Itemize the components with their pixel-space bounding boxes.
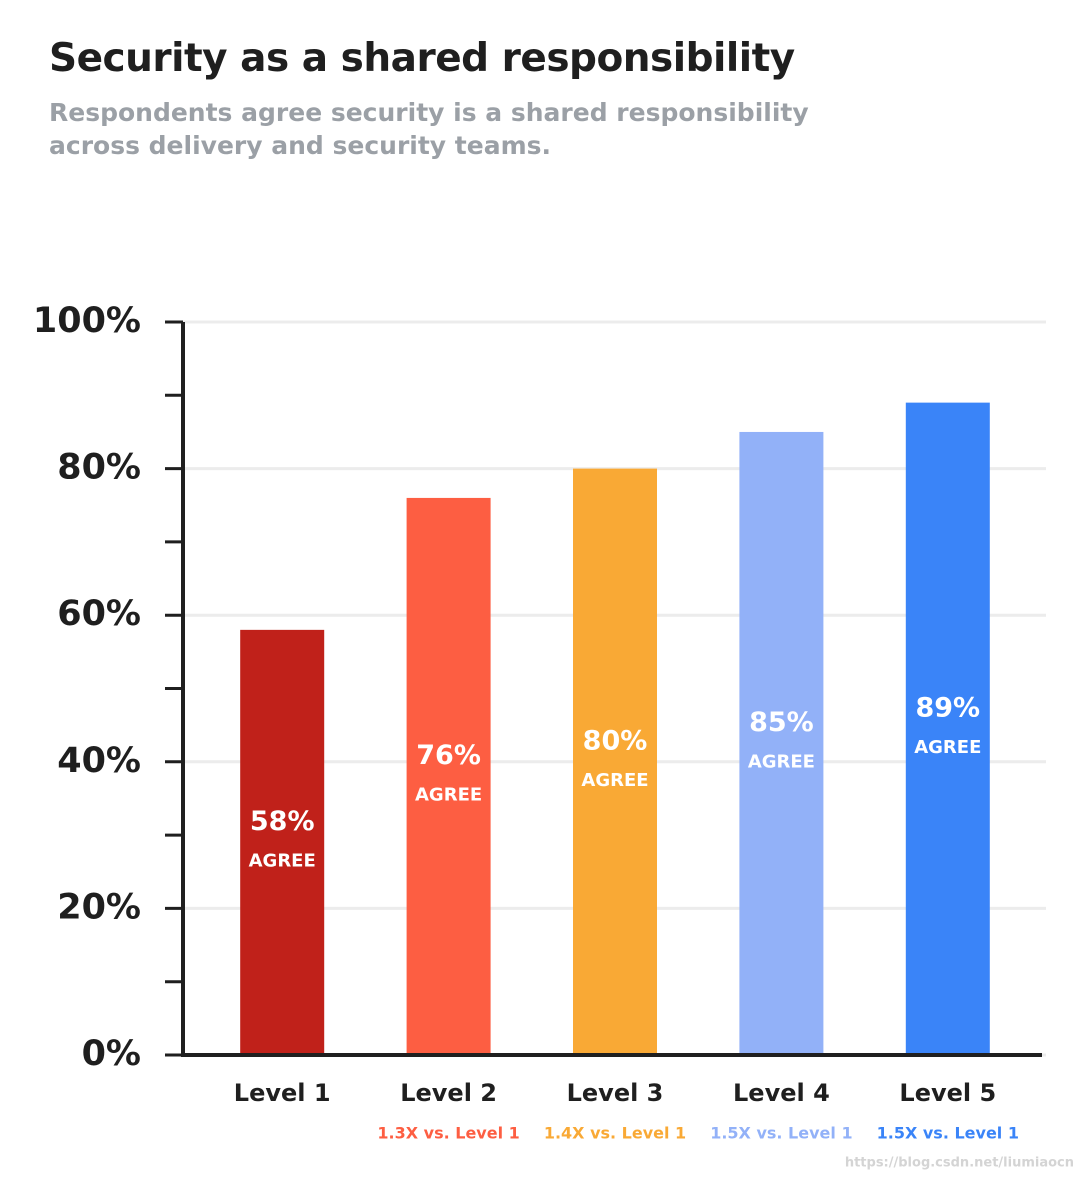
value-sublabel: AGREE (415, 784, 482, 805)
category-note: 1.5X vs. Level 1 (877, 1124, 1019, 1143)
chart-subtitle: Respondents agree security is a shared r… (49, 98, 809, 160)
category-note: 1.5X vs. Level 1 (710, 1124, 852, 1143)
bar (739, 431, 824, 1055)
watermark: https://blog.csdn.net/liumiaocn (845, 1156, 1074, 1171)
category-note: 1.4X vs. Level 1 (544, 1124, 686, 1143)
x-tick-label: Level 5 (899, 1079, 996, 1107)
value-sublabel: AGREE (249, 850, 316, 871)
y-tick-label: 60% (57, 594, 141, 634)
value-label: 58% (250, 806, 315, 837)
bar (406, 497, 491, 1055)
bar (905, 402, 990, 1055)
value-sublabel: AGREE (748, 751, 815, 772)
value-label: 89% (915, 692, 980, 723)
category-note: 1.3X vs. Level 1 (377, 1124, 519, 1143)
bar (573, 468, 657, 1056)
x-tick-label: Level 2 (400, 1079, 497, 1107)
y-tick-label: 20% (57, 887, 141, 927)
y-tick-label: 0% (82, 1034, 141, 1074)
bar (240, 629, 325, 1055)
x-tick-label: Level 4 (733, 1079, 830, 1107)
value-sublabel: AGREE (581, 770, 648, 791)
value-label: 80% (583, 725, 648, 756)
y-tick-label: 80% (57, 448, 141, 488)
x-tick-label: Level 3 (567, 1079, 664, 1107)
value-label: 76% (416, 740, 481, 771)
y-tick-label: 100% (33, 301, 141, 341)
y-tick-label: 40% (57, 741, 141, 781)
x-tick-label: Level 1 (234, 1079, 331, 1107)
value-label: 85% (749, 707, 814, 738)
value-sublabel: AGREE (914, 737, 981, 758)
chart-title: Security as a shared responsibility (49, 36, 795, 81)
